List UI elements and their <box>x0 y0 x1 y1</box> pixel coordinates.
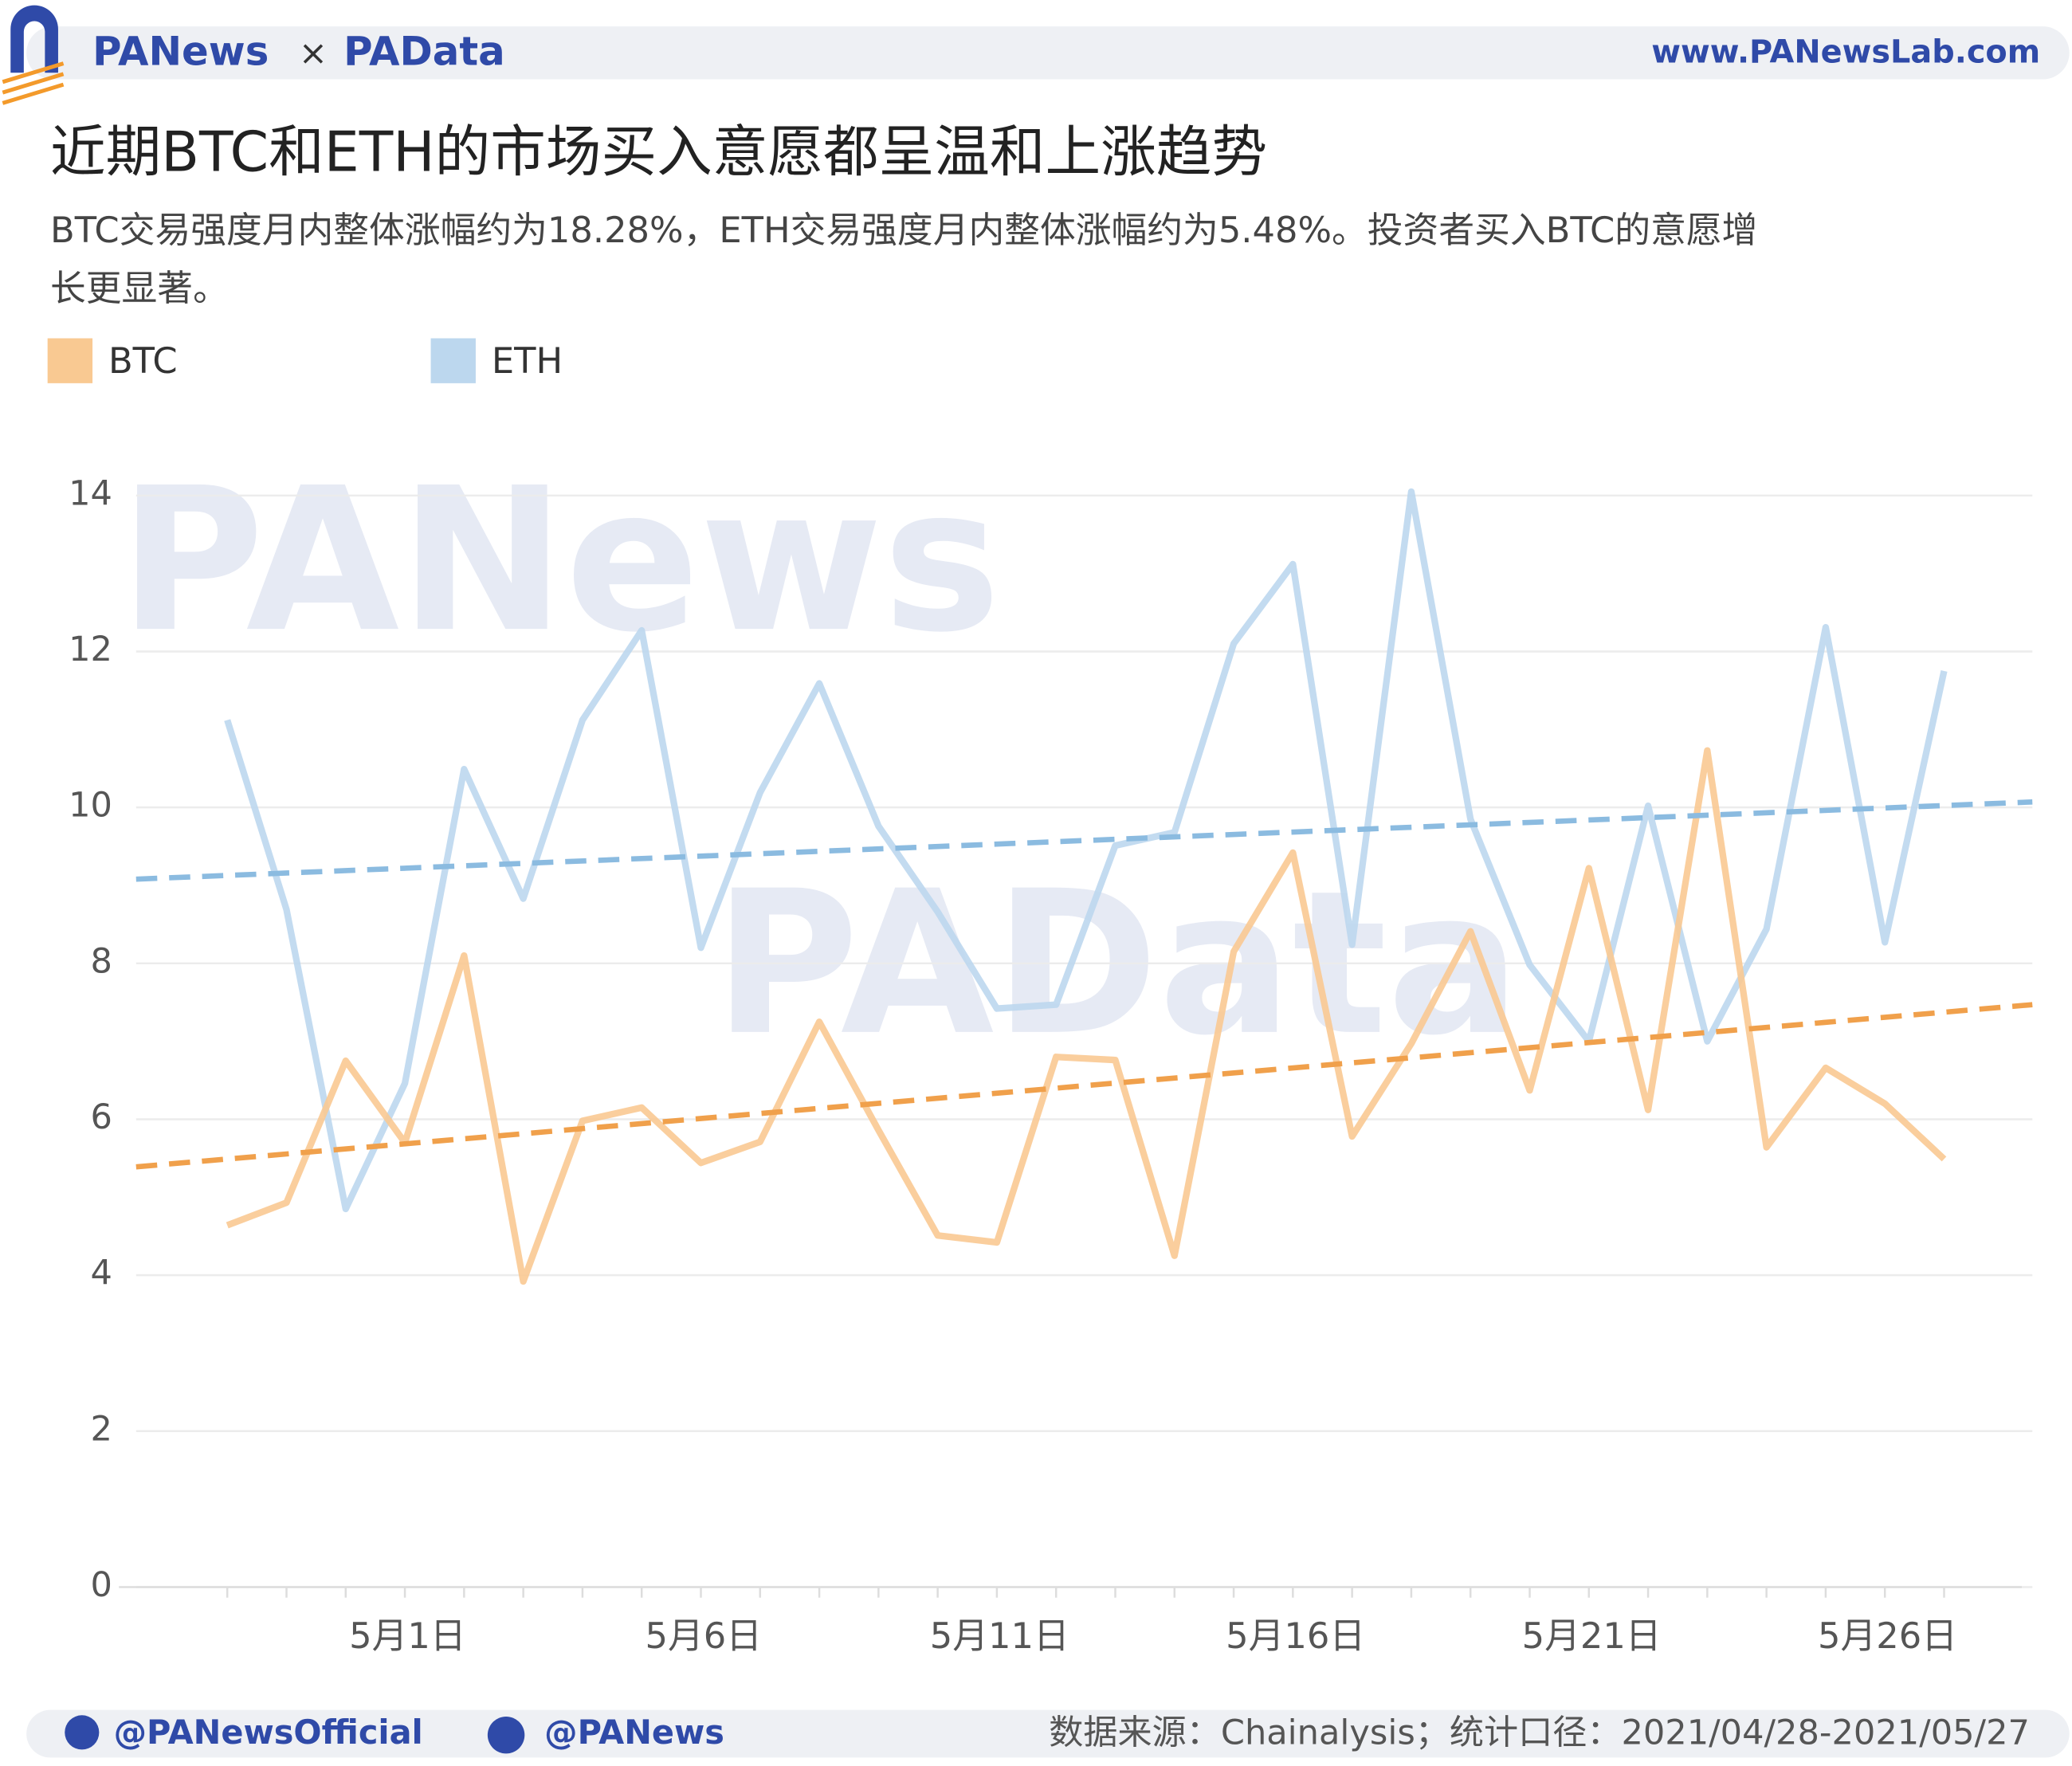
y-tick-label: 2 <box>91 1409 112 1449</box>
legend-label: BTC <box>108 339 178 382</box>
weibo-handle: @PANews <box>544 1713 724 1752</box>
y-tick-label: 4 <box>91 1254 112 1293</box>
y-tick-label: 12 <box>69 630 112 669</box>
x-tick-label: 5月11日 <box>930 1615 1069 1657</box>
x-tick-label: 5月6日 <box>646 1615 763 1657</box>
footer-bar <box>26 1709 2070 1758</box>
source-note: 数据来源：Chainalysis；统计口径：2021/04/28-2021/05… <box>1049 1713 2030 1753</box>
y-tick-label: 14 <box>69 473 112 513</box>
series-line <box>226 747 1947 1285</box>
header-bar <box>26 26 2070 80</box>
subtitle: BTC交易强度月内整体涨幅约为18.28%，ETH交易强度月内整体涨幅约为5.4… <box>50 209 1757 251</box>
trend-line <box>135 799 2033 882</box>
x-tick-label: 5月16日 <box>1226 1615 1365 1657</box>
site-url: www.PANewsLab.com <box>1651 33 2040 70</box>
logo-stripes <box>2 61 65 105</box>
chart-title: 近期BTC和ETH的市场买入意愿都呈温和上涨趋势 <box>50 120 1267 185</box>
legend-swatch <box>430 338 476 383</box>
weibo-icon <box>487 1716 525 1754</box>
trend-line <box>135 1002 2033 1170</box>
legend-swatch <box>47 338 93 383</box>
logo <box>10 5 58 73</box>
brand: PANews <box>92 28 269 74</box>
x-tick-label: 5月1日 <box>349 1615 465 1657</box>
watermark: PANews <box>119 445 1001 676</box>
brand: PAData <box>343 28 505 74</box>
twitter-handle: @PANewsOfficial <box>114 1713 423 1752</box>
y-tick-label: 6 <box>91 1097 112 1137</box>
y-tick-label: 8 <box>91 941 112 981</box>
x-tick-label: 5月21日 <box>1522 1615 1662 1657</box>
y-tick-label: 10 <box>69 786 112 826</box>
twitter-icon <box>65 1715 100 1750</box>
legend-label: ETH <box>492 339 563 382</box>
series-line <box>224 488 1948 1213</box>
subtitle: 长更显著。 <box>50 267 229 309</box>
brand-sep: × <box>299 33 328 73</box>
y-tick-label: 0 <box>91 1565 112 1605</box>
x-tick-label: 5月26日 <box>1818 1615 1957 1657</box>
